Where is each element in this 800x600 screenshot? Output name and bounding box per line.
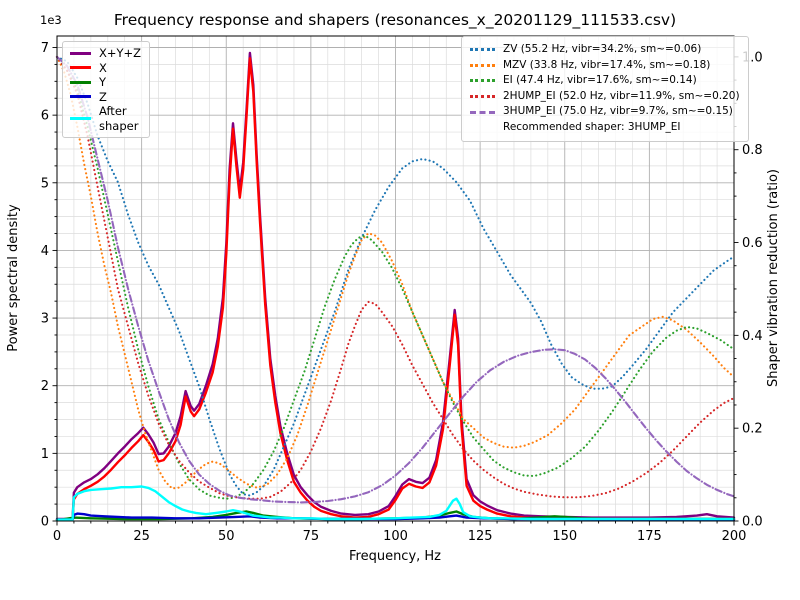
y-left-tick-label: 3 <box>41 312 49 327</box>
y-right-tick-label: 0.8 <box>742 143 763 158</box>
ei-line-swatch <box>470 79 495 83</box>
y-right-tick-label: 0.0 <box>742 515 763 530</box>
y-left-tick-label: 5 <box>41 176 49 191</box>
legend-label: EI (47.4 Hz, vibr=17.6%, sm~=0.14) <box>503 74 697 87</box>
legend-label: Z <box>99 89 107 104</box>
y-left-tick-label: 2 <box>41 379 49 394</box>
y-left-tick-label: 4 <box>41 244 49 259</box>
y-line-swatch <box>70 80 91 84</box>
legend-shapers: ZV (55.2 Hz, vibr=34.2%, sm~=0.06) MZV (… <box>461 36 749 142</box>
legend-psd: X+Y+Z X Y Z After shaper <box>62 41 151 138</box>
x-tick-label: 150 <box>552 529 577 544</box>
legend-label: X <box>99 60 107 75</box>
y-right-tick-label: 0.4 <box>742 329 763 344</box>
legend-label: Y <box>99 75 107 89</box>
series-z <box>55 512 736 521</box>
y-left-tick-label: 0 <box>41 515 49 530</box>
x-tick-label: 175 <box>637 529 662 544</box>
legend-item-2hump-ei: 2HUMP_EI (52.0 Hz, vibr=11.9%, sm~=0.20) <box>470 89 740 105</box>
legend-item-x: X <box>70 61 141 76</box>
legend-label: 2HUMP_EI (52.0 Hz, vibr=11.9%, sm~=0.20) <box>503 89 740 102</box>
legend-label: ZV (55.2 Hz, vibr=34.2%, sm~=0.06) <box>503 43 702 55</box>
legend-item-after-shaper: After shaper <box>70 104 141 133</box>
y-axis-label-left: Power spectral density <box>6 204 21 352</box>
x-tick-label: 50 <box>218 529 235 544</box>
legend-label: 3HUMP_EI (75.0 Hz, vibr=9.7%, sm~=0.15) <box>503 105 733 118</box>
x-tick-label: 200 <box>722 529 747 544</box>
legend-item-xyz: X+Y+Z <box>70 46 141 61</box>
xyz-line-swatch <box>70 51 91 55</box>
legend-item-z: Z <box>70 90 141 105</box>
series-after-shaper <box>55 485 736 521</box>
z-line-swatch <box>70 95 91 99</box>
y-left-tick-label: 1 <box>41 447 49 462</box>
series-3hump-ei <box>55 55 736 504</box>
series-layer <box>55 51 736 522</box>
series-mzv <box>55 55 736 490</box>
y-left-tick-label: 7 <box>41 41 49 56</box>
y-right-tick-label: 0.6 <box>742 236 763 251</box>
x-tick-label: 0 <box>53 529 61 544</box>
y-axis-label-right: Shaper vibration reduction (ratio) <box>766 169 781 387</box>
legend-item-y: Y <box>70 75 141 90</box>
3hump-ei-line-swatch <box>470 110 495 114</box>
series-2hump-ei <box>55 55 736 500</box>
2hump-ei-line-swatch <box>470 95 495 99</box>
tick-labels: 0 25 50 75 100 125 150 175 200 0 1 2 3 4 5 6 7 0.0 0.2 0.4 0… <box>41 41 763 544</box>
legend-item-mzv: MZV (33.8 Hz, vibr=17.4%, sm~=0.18) <box>470 58 740 74</box>
zv-line-swatch <box>470 48 495 52</box>
x-tick-label: 100 <box>383 529 408 544</box>
x-tick-label: 125 <box>468 529 493 544</box>
legend-item-ei: EI (47.4 Hz, vibr=17.6%, sm~=0.14) <box>470 73 740 89</box>
x-tick-label: 25 <box>133 529 150 544</box>
legend-label: X+Y+Z <box>99 46 142 60</box>
chart-title: Frequency response and shapers (resonanc… <box>114 11 676 30</box>
x-axis-label: Frequency, Hz <box>349 549 441 564</box>
y-left-tick-label: 6 <box>41 109 49 124</box>
x-line-swatch <box>70 66 91 70</box>
mzv-line-swatch <box>470 63 495 67</box>
legend-label: After shaper <box>99 104 139 133</box>
y-right-tick-label: 0.2 <box>742 422 763 437</box>
legend-label: Recommended shaper: 3HUMP_EI <box>503 120 681 133</box>
y-axis-offset-label: 1e3 <box>40 13 62 27</box>
axis-ticks <box>52 47 739 526</box>
legend-item-zv: ZV (55.2 Hz, vibr=34.2%, sm~=0.06) <box>470 42 740 58</box>
x-tick-label: 75 <box>303 529 320 544</box>
recommended-shaper-note: Recommended shaper: 3HUMP_EI <box>503 120 740 136</box>
legend-item-3hump-ei: 3HUMP_EI (75.0 Hz, vibr=9.7%, sm~=0.15) <box>470 104 740 120</box>
legend-label: MZV (33.8 Hz, vibr=17.4%, sm~=0.18) <box>503 58 711 71</box>
series-ei <box>55 55 736 500</box>
after-shaper-line-swatch <box>70 117 91 120</box>
